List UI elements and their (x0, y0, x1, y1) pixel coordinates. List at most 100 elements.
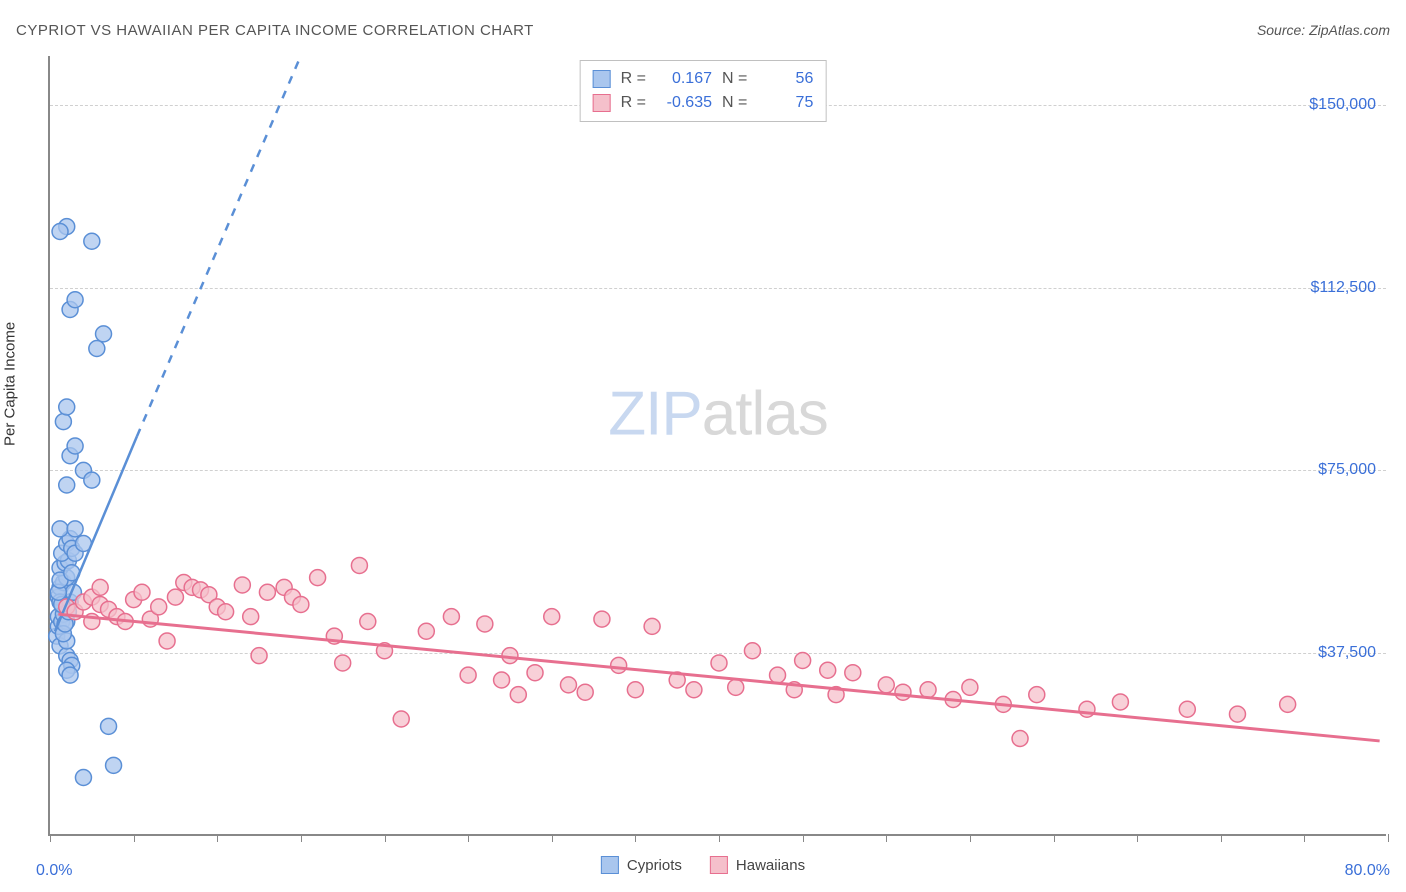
x-tick (50, 834, 51, 842)
legend-stats-box: R = 0.167 N = 56 R = -0.635 N = 75 (580, 60, 827, 122)
legend-bottom: Cypriots Hawaiians (601, 856, 805, 874)
scatter-point-series-1 (134, 584, 150, 600)
scatter-point-series-1 (310, 570, 326, 586)
scatter-point-series-1 (878, 677, 894, 693)
x-tick (1388, 834, 1389, 842)
scatter-point-series-1 (259, 584, 275, 600)
r-label-0: R = (621, 67, 646, 91)
scatter-point-series-1 (218, 604, 234, 620)
x-tick (1304, 834, 1305, 842)
r-label-1: R = (621, 91, 646, 115)
scatter-point-series-1 (627, 682, 643, 698)
legend-stats-row-1: R = -0.635 N = 75 (593, 91, 814, 115)
legend-swatch-1 (593, 94, 611, 112)
scatter-point-series-0 (59, 477, 75, 493)
source-prefix: Source: (1257, 22, 1309, 38)
scatter-point-series-0 (52, 521, 68, 537)
x-tick (1137, 834, 1138, 842)
n-value-0: 56 (757, 67, 813, 91)
x-tick (217, 834, 218, 842)
scatter-point-series-0 (101, 718, 117, 734)
scatter-point-series-1 (1029, 687, 1045, 703)
plot-svg (50, 56, 1386, 834)
y-axis-title: Per Capita Income (2, 322, 19, 446)
header-row: CYPRIOT VS HAWAIIAN PER CAPITA INCOME CO… (16, 22, 1390, 39)
scatter-point-series-0 (84, 472, 100, 488)
source-attribution: Source: ZipAtlas.com (1257, 22, 1390, 38)
legend-item-0: Cypriots (601, 856, 682, 874)
x-tick (468, 834, 469, 842)
scatter-point-series-1 (544, 609, 560, 625)
x-axis-max-label: 80.0% (1345, 862, 1390, 880)
x-tick (1054, 834, 1055, 842)
scatter-point-series-1 (159, 633, 175, 649)
scatter-point-series-1 (92, 579, 108, 595)
scatter-point-series-1 (167, 589, 183, 605)
scatter-point-series-1 (335, 655, 351, 671)
scatter-point-series-1 (711, 655, 727, 671)
scatter-point-series-1 (1112, 694, 1128, 710)
scatter-point-series-1 (728, 679, 744, 695)
n-label-1: N = (722, 91, 747, 115)
scatter-point-series-1 (962, 679, 978, 695)
scatter-point-series-0 (67, 292, 83, 308)
scatter-point-series-1 (510, 687, 526, 703)
x-tick (134, 834, 135, 842)
x-axis-min-label: 0.0% (36, 862, 72, 880)
scatter-point-series-1 (360, 614, 376, 630)
scatter-point-series-1 (460, 667, 476, 683)
scatter-point-series-1 (795, 653, 811, 669)
scatter-point-series-1 (418, 623, 434, 639)
r-value-0: 0.167 (656, 67, 712, 91)
scatter-point-series-1 (770, 667, 786, 683)
y-tick-label: $37,500 (1318, 644, 1376, 662)
y-tick-label: $150,000 (1309, 96, 1376, 114)
y-tick-label: $112,500 (1310, 279, 1376, 297)
scatter-point-series-1 (494, 672, 510, 688)
scatter-point-series-1 (895, 684, 911, 700)
chart-container: CYPRIOT VS HAWAIIAN PER CAPITA INCOME CO… (0, 0, 1406, 892)
legend-swatch-0 (593, 70, 611, 88)
scatter-point-series-0 (84, 233, 100, 249)
x-tick (803, 834, 804, 842)
scatter-point-series-1 (611, 657, 627, 673)
trendline-dash-series-0 (137, 56, 301, 436)
x-tick (552, 834, 553, 842)
n-value-1: 75 (757, 91, 813, 115)
chart-title: CYPRIOT VS HAWAIIAN PER CAPITA INCOME CO… (16, 22, 534, 39)
scatter-point-series-0 (52, 224, 68, 240)
scatter-point-series-0 (59, 399, 75, 415)
scatter-point-series-1 (234, 577, 250, 593)
scatter-point-series-0 (67, 438, 83, 454)
scatter-point-series-0 (67, 521, 83, 537)
scatter-point-series-0 (96, 326, 112, 342)
scatter-point-series-1 (477, 616, 493, 632)
scatter-point-series-0 (106, 757, 122, 773)
y-tick-label: $75,000 (1318, 461, 1376, 479)
n-label-0: N = (722, 67, 747, 91)
r-value-1: -0.635 (656, 91, 712, 115)
scatter-point-series-1 (845, 665, 861, 681)
x-tick (970, 834, 971, 842)
x-tick (719, 834, 720, 842)
scatter-point-series-0 (62, 667, 78, 683)
scatter-point-series-0 (89, 341, 105, 357)
scatter-point-series-1 (1012, 731, 1028, 747)
x-tick (635, 834, 636, 842)
legend-bottom-swatch-1 (710, 856, 728, 874)
scatter-point-series-0 (75, 770, 91, 786)
legend-bottom-swatch-0 (601, 856, 619, 874)
scatter-point-series-1 (1179, 701, 1195, 717)
scatter-point-series-1 (560, 677, 576, 693)
scatter-point-series-1 (920, 682, 936, 698)
source-name: ZipAtlas.com (1309, 22, 1390, 38)
scatter-point-series-1 (744, 643, 760, 659)
scatter-point-series-1 (151, 599, 167, 615)
scatter-point-series-1 (443, 609, 459, 625)
legend-bottom-label-0: Cypriots (627, 857, 682, 874)
trendline-solid-series-1 (58, 614, 1379, 741)
scatter-point-series-1 (594, 611, 610, 627)
scatter-point-series-1 (1229, 706, 1245, 722)
scatter-point-series-1 (686, 682, 702, 698)
scatter-point-series-1 (251, 648, 267, 664)
